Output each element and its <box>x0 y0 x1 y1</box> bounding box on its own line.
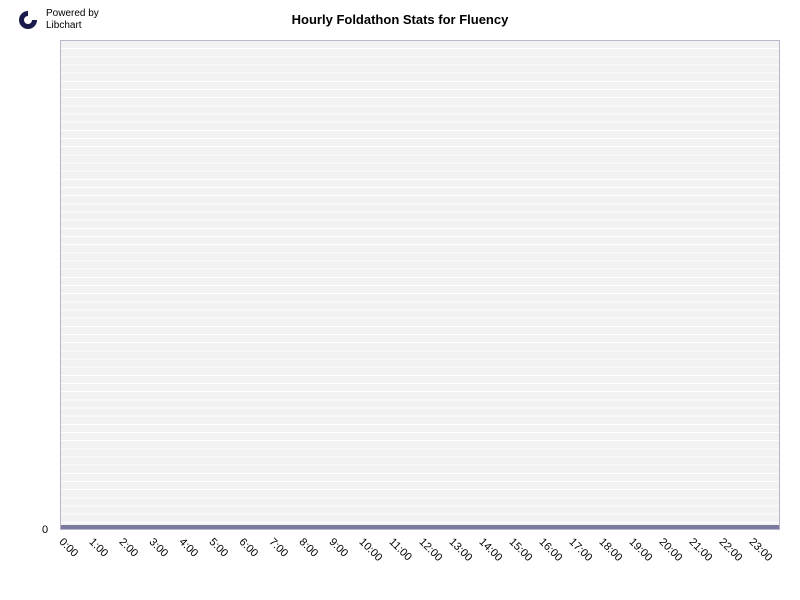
x-tick-label: 6:00 <box>236 536 260 560</box>
x-tick-label: 19:00 <box>626 536 654 564</box>
x-tick-label: 10:00 <box>356 536 384 564</box>
x-tick-label: 5:00 <box>206 536 230 560</box>
x-tick-label: 18:00 <box>596 536 624 564</box>
x-tick-label: 2:00 <box>116 536 140 560</box>
x-tick-label: 4:00 <box>176 536 200 560</box>
x-tick-label: 22:00 <box>716 536 744 564</box>
plot-bottom-bar <box>61 525 779 529</box>
x-tick-label: 9:00 <box>326 536 350 560</box>
x-tick-label: 0:00 <box>56 536 80 560</box>
x-tick-label: 21:00 <box>686 536 714 564</box>
x-tick-label: 7:00 <box>266 536 290 560</box>
chart-title: Hourly Foldathon Stats for Fluency <box>0 12 800 27</box>
x-tick-label: 15:00 <box>506 536 534 564</box>
x-tick-label: 11:00 <box>386 536 413 563</box>
x-tick-label: 17:00 <box>566 536 594 564</box>
x-tick-label: 23:00 <box>746 536 774 564</box>
x-tick-label: 16:00 <box>536 536 564 564</box>
x-tick-label: 14:00 <box>476 536 504 564</box>
x-tick-label: 12:00 <box>416 536 444 564</box>
x-tick-label: 8:00 <box>296 536 320 560</box>
y-tick-label: 0 <box>42 524 48 536</box>
x-tick-label: 1:00 <box>86 536 110 560</box>
chart-container: Powered by Libchart Hourly Foldathon Sta… <box>0 0 800 600</box>
x-tick-label: 3:00 <box>146 536 170 560</box>
x-tick-label: 20:00 <box>656 536 684 564</box>
x-tick-label: 13:00 <box>446 536 474 564</box>
plot-area <box>60 40 780 530</box>
